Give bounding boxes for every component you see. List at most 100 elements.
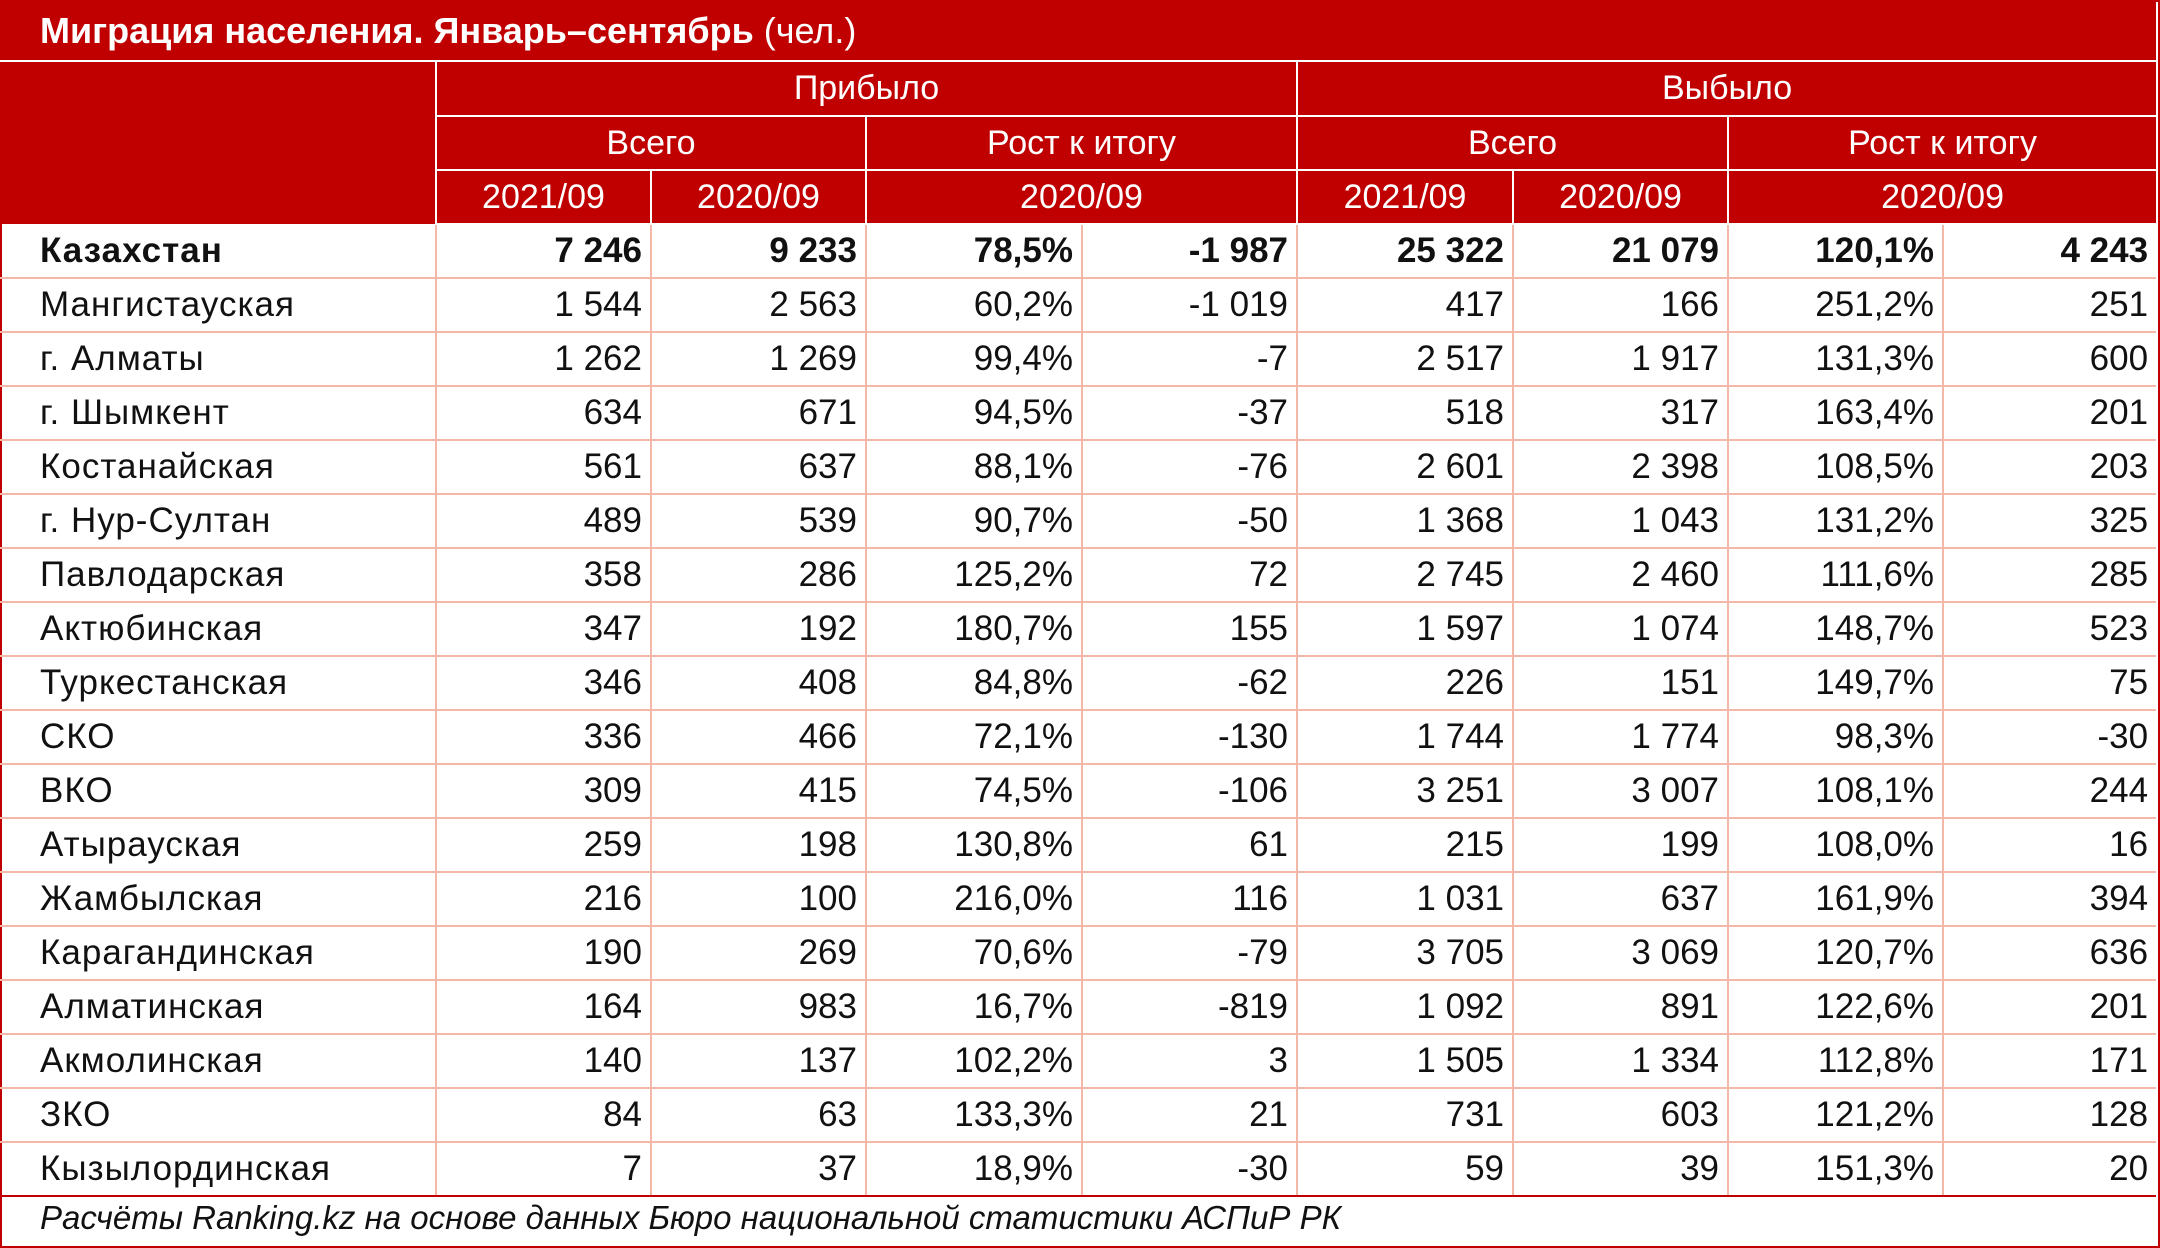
cell-arrived-growth-pct: 90,7% <box>865 494 1082 549</box>
cell-departed-growth-pct: 108,1% <box>1727 764 1944 819</box>
cell-departed-growth-diff: -30 <box>1942 710 2157 765</box>
cell-departed-growth-pct: 148,7% <box>1727 602 1944 657</box>
cell-arrived-2021: 1 544 <box>435 278 651 333</box>
cell-departed-growth-pct: 121,2% <box>1727 1088 1944 1143</box>
cell-arrived-growth-diff: 155 <box>1080 602 1298 657</box>
cell-arrived-growth-diff: -30 <box>1080 1142 1298 1197</box>
table-row: Акмолинская 140 137 102,2% 3 1 505 1 334… <box>0 1034 2157 1089</box>
cell-departed-2021: 2 517 <box>1296 332 1514 387</box>
cell-arrived-growth-pct: 130,8% <box>865 818 1082 873</box>
row-name: СКО <box>0 710 436 765</box>
cell-arrived-growth-diff: 3 <box>1080 1034 1298 1089</box>
table-row: г. Алматы 1 262 1 269 99,4% -7 2 517 1 9… <box>0 332 2157 387</box>
table-row: Кызылординская 7 37 18,9% -30 59 39 151,… <box>0 1142 2157 1197</box>
cell-arrived-2020: 671 <box>650 386 866 441</box>
cell-departed-2020: 1 334 <box>1512 1034 1729 1089</box>
cell-departed-growth-diff: 201 <box>1942 980 2157 1035</box>
table-row: Туркестанская 346 408 84,8% -62 226 151 … <box>0 656 2157 711</box>
cell-departed-growth-diff: 523 <box>1942 602 2157 657</box>
cell-arrived-growth-pct: 102,2% <box>865 1034 1082 1089</box>
table-body: Казахстан 7 246 9 233 78,5% -1 987 25 32… <box>0 224 2157 1197</box>
cell-arrived-2020: 137 <box>650 1034 866 1089</box>
cell-arrived-2020: 286 <box>650 548 866 603</box>
cell-departed-2021: 3 251 <box>1296 764 1514 819</box>
row-name: Костанайская <box>0 440 436 495</box>
cell-arrived-growth-pct: 84,8% <box>865 656 1082 711</box>
cell-departed-growth-pct: 131,2% <box>1727 494 1944 549</box>
row-name: г. Алматы <box>0 332 436 387</box>
header-departed-total: Всего <box>1296 116 1729 171</box>
cell-arrived-2021: 7 <box>435 1142 651 1197</box>
cell-departed-2021: 1 092 <box>1296 980 1514 1035</box>
cell-departed-growth-diff: 128 <box>1942 1088 2157 1143</box>
cell-arrived-2021: 216 <box>435 872 651 927</box>
cell-departed-growth-diff: 16 <box>1942 818 2157 873</box>
table-row: Павлодарская 358 286 125,2% 72 2 745 2 4… <box>0 548 2157 603</box>
cell-departed-2020: 1 917 <box>1512 332 1729 387</box>
cell-departed-2020: 166 <box>1512 278 1729 333</box>
header-departed-2020: 2020/09 <box>1512 170 1729 225</box>
cell-arrived-growth-diff: -1 019 <box>1080 278 1298 333</box>
row-name: Алматинская <box>0 980 436 1035</box>
header-departed-growth: Рост к итогу <box>1727 116 2157 171</box>
cell-arrived-2020: 539 <box>650 494 866 549</box>
cell-arrived-2021: 561 <box>435 440 651 495</box>
cell-departed-growth-pct: 120,1% <box>1727 224 1944 279</box>
cell-arrived-2021: 336 <box>435 710 651 765</box>
row-name: Туркестанская <box>0 656 436 711</box>
cell-arrived-growth-pct: 70,6% <box>865 926 1082 981</box>
cell-arrived-growth-diff: 21 <box>1080 1088 1298 1143</box>
cell-arrived-growth-pct: 180,7% <box>865 602 1082 657</box>
cell-departed-2020: 603 <box>1512 1088 1729 1143</box>
cell-departed-growth-diff: 244 <box>1942 764 2157 819</box>
cell-arrived-growth-diff: -819 <box>1080 980 1298 1035</box>
cell-arrived-growth-diff: -1 987 <box>1080 224 1298 279</box>
cell-departed-growth-diff: 171 <box>1942 1034 2157 1089</box>
cell-arrived-2020: 198 <box>650 818 866 873</box>
cell-arrived-growth-pct: 94,5% <box>865 386 1082 441</box>
cell-arrived-2021: 347 <box>435 602 651 657</box>
header-departed-2021: 2021/09 <box>1296 170 1514 225</box>
cell-arrived-2021: 140 <box>435 1034 651 1089</box>
table-row: Жамбылская 216 100 216,0% 116 1 031 637 … <box>0 872 2157 927</box>
header-arrived-total: Всего <box>435 116 866 171</box>
row-name: Атырауская <box>0 818 436 873</box>
cell-departed-growth-pct: 122,6% <box>1727 980 1944 1035</box>
cell-arrived-2021: 358 <box>435 548 651 603</box>
cell-departed-growth-pct: 161,9% <box>1727 872 1944 927</box>
row-name: Кызылординская <box>0 1142 436 1197</box>
cell-departed-growth-pct: 98,3% <box>1727 710 1944 765</box>
cell-arrived-2021: 259 <box>435 818 651 873</box>
cell-departed-growth-pct: 108,5% <box>1727 440 1944 495</box>
table-row-total: Казахстан 7 246 9 233 78,5% -1 987 25 32… <box>0 224 2157 279</box>
cell-departed-growth-pct: 251,2% <box>1727 278 1944 333</box>
row-name: ЗКО <box>0 1088 436 1143</box>
cell-arrived-growth-pct: 74,5% <box>865 764 1082 819</box>
header-arrived-2021: 2021/09 <box>435 170 651 225</box>
cell-departed-2020: 2 398 <box>1512 440 1729 495</box>
header-arrived-2020: 2020/09 <box>650 170 866 225</box>
row-name: Акмолинская <box>0 1034 436 1089</box>
cell-arrived-2021: 489 <box>435 494 651 549</box>
cell-departed-growth-pct: 151,3% <box>1727 1142 1944 1197</box>
cell-departed-growth-pct: 112,8% <box>1727 1034 1944 1089</box>
cell-departed-2021: 1 031 <box>1296 872 1514 927</box>
table-row: Мангистауская 1 544 2 563 60,2% -1 019 4… <box>0 278 2157 333</box>
cell-arrived-growth-diff: -130 <box>1080 710 1298 765</box>
cell-arrived-growth-diff: -7 <box>1080 332 1298 387</box>
title-unit: (чел.) <box>753 10 857 51</box>
header-departed: Выбыло <box>1296 62 2157 117</box>
table-row: Алматинская 164 983 16,7% -819 1 092 891… <box>0 980 2157 1035</box>
cell-departed-2021: 25 322 <box>1296 224 1514 279</box>
cell-departed-growth-pct: 108,0% <box>1727 818 1944 873</box>
cell-departed-2020: 151 <box>1512 656 1729 711</box>
cell-arrived-2021: 7 246 <box>435 224 651 279</box>
cell-arrived-2021: 164 <box>435 980 651 1035</box>
table-row: Атырауская 259 198 130,8% 61 215 199 108… <box>0 818 2157 873</box>
cell-departed-growth-diff: 325 <box>1942 494 2157 549</box>
cell-departed-growth-pct: 149,7% <box>1727 656 1944 711</box>
cell-arrived-growth-pct: 60,2% <box>865 278 1082 333</box>
table-row: Карагандинская 190 269 70,6% -79 3 705 3… <box>0 926 2157 981</box>
cell-departed-2021: 2 745 <box>1296 548 1514 603</box>
cell-arrived-growth-pct: 18,9% <box>865 1142 1082 1197</box>
